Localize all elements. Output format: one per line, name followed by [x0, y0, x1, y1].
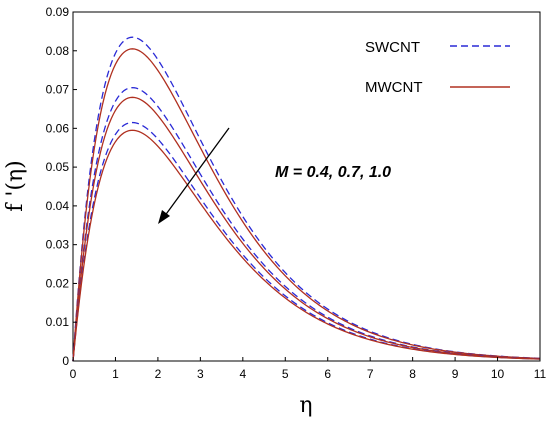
curves: [72, 36, 541, 362]
y-tick-label: 0.08: [46, 44, 70, 58]
annotation-arrowhead: [158, 210, 170, 224]
plot-frame: [72, 11, 541, 362]
y-tick-label: 0.04: [46, 199, 70, 213]
annotation-arrow-shaft: [163, 127, 230, 218]
y-tick-label: 0.05: [46, 160, 70, 174]
y-tick-label: 0.02: [46, 276, 70, 290]
legend-label-mwcnt: MWCNT: [365, 79, 422, 96]
y-tick-label: 0.06: [46, 121, 70, 135]
legend-label-swcnt: SWCNT: [365, 39, 420, 56]
y-axis-label: f '(η): [3, 160, 28, 212]
x-tick-label: 10: [491, 367, 505, 381]
x-tick-label: 6: [324, 367, 331, 381]
series-line-swcnt-m-0-7: [72, 86, 541, 362]
x-tick-label: 9: [452, 367, 459, 381]
x-tick-label: 2: [155, 367, 162, 381]
x-axis-label: η: [299, 393, 312, 418]
series-line-mwcnt-m-1: [72, 129, 541, 362]
series-line-swcnt-m-1: [72, 121, 541, 362]
y-tick-label: 0.09: [46, 5, 70, 19]
x-tick-label: 7: [367, 367, 374, 381]
x-tick-label: 8: [409, 367, 416, 381]
annotation: M = 0.4, 0.7, 1.0: [158, 127, 391, 224]
y-tick-label: 0: [62, 354, 69, 368]
x-tick-label: 11: [534, 367, 547, 381]
x-tick-label: 4: [239, 367, 246, 381]
x-tick-label: 3: [197, 367, 204, 381]
x-tick-label: 5: [282, 367, 289, 381]
ticks: 0 1 2 3 4 5 6 7 8 9 10 11 0 0.01 0.02 0.03 0.04 0.05 0.06 0…: [46, 5, 547, 381]
y-tick-label: 0.07: [46, 83, 70, 97]
y-tick-label: 0.03: [46, 238, 70, 252]
x-tick-label: 1: [112, 367, 119, 381]
y-tick-label: 0.01: [46, 315, 70, 329]
x-tick-label: 0: [70, 367, 77, 381]
series-line-mwcnt-m-0-4: [72, 48, 541, 362]
series-line-mwcnt-m-0-7: [72, 96, 541, 362]
legend: SWCNT MWCNT: [365, 39, 510, 96]
annotation-text: M = 0.4, 0.7, 1.0: [275, 164, 391, 181]
